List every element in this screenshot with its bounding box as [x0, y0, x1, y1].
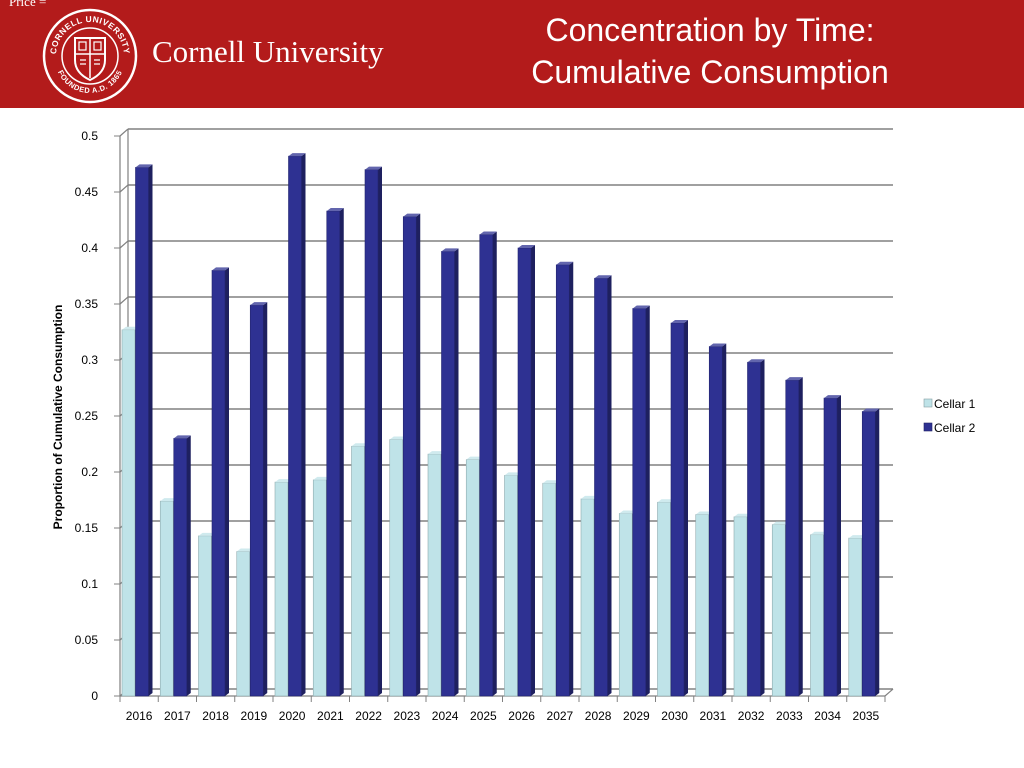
bar-cellar2-2017 [173, 435, 191, 697]
bar-cellar2-2021 [326, 208, 344, 697]
bar-cellar2-2019 [249, 302, 268, 697]
bar-chart: 0 0.05 0.1 0.15 0.2 0.25 0.3 0.35 0.4 0.45 0.5 201… [51, 128, 976, 723]
y-tick-label: 0.25 [75, 409, 99, 423]
bars [121, 153, 880, 697]
y-tick-labels: 0 0.05 0.1 0.15 0.2 0.25 0.3 0.35 0.4 0.45 0.5 [75, 129, 99, 703]
legend-label: Cellar 2 [934, 421, 976, 435]
bar-cellar2-2027 [555, 261, 574, 697]
slide-title-line2: Cumulative Consumption [531, 54, 889, 90]
bar-cellar2-2034 [823, 395, 841, 697]
bar-cellar2-2024 [441, 248, 459, 697]
bar-cellar2-2031 [708, 343, 727, 697]
x-tick-label: 2028 [585, 709, 612, 723]
bar-cellar2-2035 [861, 408, 880, 697]
bar-cellar2-2029 [632, 305, 650, 697]
university-name: Cornell University [152, 34, 384, 69]
x-tick-label: 2025 [470, 709, 497, 723]
cornell-seal-icon: CORNELL UNIVERSITY FOUNDED A.D. 1865 [42, 8, 138, 104]
x-tick-label: 2018 [202, 709, 229, 723]
x-tick-label: 2019 [241, 709, 268, 723]
x-tick-label: 2033 [776, 709, 803, 723]
y-tick-label: 0.45 [75, 185, 99, 199]
bar-cellar2-2032 [747, 359, 765, 697]
x-tick-label: 2024 [432, 709, 459, 723]
x-tick-labels: 2016 2017 2018 2019 2020 2021 2022 2023 2024 2025… [126, 709, 880, 723]
x-tick-label: 2020 [279, 709, 306, 723]
y-tick-label: 0.2 [81, 465, 98, 479]
legend-swatch [923, 422, 933, 432]
bar-cellar2-2018 [211, 267, 229, 697]
corner-text: Price = [9, 0, 47, 9]
gridline-side [119, 240, 129, 249]
y-tick-label: 0.05 [75, 633, 99, 647]
bar-cellar2-2022 [364, 166, 382, 697]
x-tick-label: 2022 [355, 709, 382, 723]
x-tick-label: 2030 [661, 709, 688, 723]
x-tick-label: 2016 [126, 709, 153, 723]
y-tick-label: 0.1 [81, 577, 98, 591]
x-tick-label: 2031 [700, 709, 727, 723]
bar-cellar2-2026 [517, 245, 535, 697]
legend-label: Cellar 1 [934, 397, 976, 411]
bar-cellar2-2025 [479, 231, 497, 697]
x-tick-label: 2034 [814, 709, 841, 723]
y-tick-label: 0.3 [81, 353, 98, 367]
y-tick-label: 0.4 [81, 241, 98, 255]
x-tick-label: 2017 [164, 709, 191, 723]
bar-cellar2-2030 [670, 320, 688, 697]
slide-title-line1: Concentration by Time: [545, 12, 875, 48]
bar-cellar2-2028 [594, 275, 612, 697]
bar-cellar2-2023 [402, 213, 421, 697]
floor-edge [884, 688, 894, 697]
x-tick-label: 2029 [623, 709, 650, 723]
x-tick-label: 2021 [317, 709, 344, 723]
bar-cellar2-2033 [785, 377, 803, 697]
y-tick-label: 0.15 [75, 521, 99, 535]
gridline-side [119, 128, 129, 137]
legend: Cellar 1 Cellar 2 [923, 397, 976, 435]
legend-swatch [923, 398, 933, 408]
x-tick-label: 2035 [853, 709, 880, 723]
y-tick-label: 0 [91, 689, 98, 703]
slide-title: Concentration by Time: Cumulative Consum… [500, 9, 920, 93]
x-tick-label: 2027 [547, 709, 574, 723]
gridline-side [119, 296, 129, 305]
y-tick-label: 0.5 [81, 129, 98, 143]
bar-cellar2-2016 [135, 164, 153, 697]
legend-item-1: Cellar 1 [923, 397, 976, 411]
y-tick-label: 0.35 [75, 297, 99, 311]
header-banner: Price = CORNELL UNIVERSITY FOUNDED A.D. … [0, 0, 1024, 108]
x-tick-label: 2026 [508, 709, 535, 723]
gridline-side [119, 184, 129, 193]
legend-item-2: Cellar 2 [923, 421, 976, 435]
x-tick-label: 2023 [394, 709, 421, 723]
x-tick-label: 2032 [738, 709, 765, 723]
bar-cellar2-2020 [288, 153, 306, 697]
y-axis-label: Proportion of Cumulative Consumption [51, 305, 65, 530]
